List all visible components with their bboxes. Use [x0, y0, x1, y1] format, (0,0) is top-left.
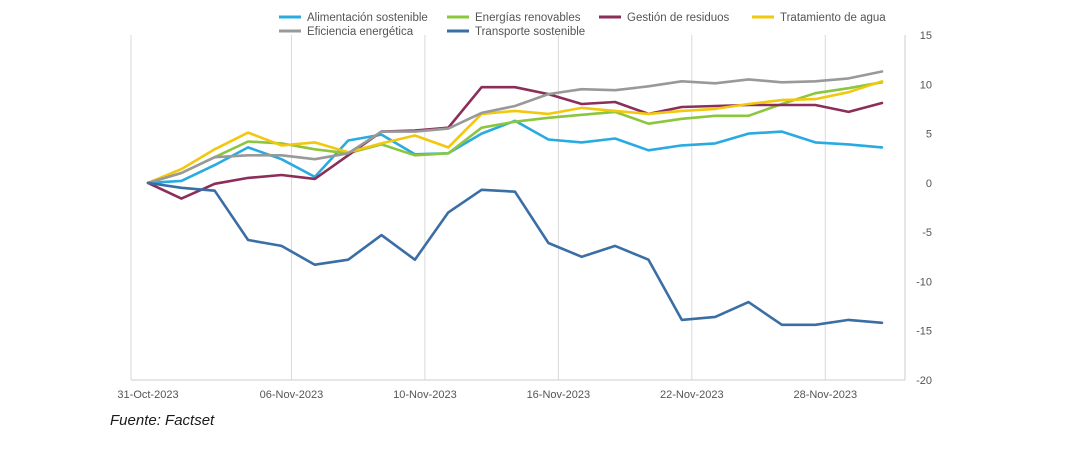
legend: Alimentación sostenible Energías renovabl… [279, 12, 886, 38]
y-tick-label: 5 [926, 129, 932, 141]
x-tick-label: 16-Nov-2023 [527, 389, 591, 401]
series-lines [146, 70, 884, 327]
series-line-alimentacion-sostenible [146, 119, 884, 185]
legend-label: Alimentación sostenible [307, 12, 428, 24]
chart-axes [131, 35, 906, 381]
y-tick-label: 10 [920, 79, 932, 91]
line-chart: 15 10 5 0 -5 -10 -15 -20 31-Oct-2023 06-Nov-2023… [117, 12, 932, 401]
y-axis-tick-labels: 15 10 5 0 -5 -10 -15 -20 [916, 30, 932, 387]
series-line-energias-renovables [146, 81, 884, 185]
legend-label: Gestión de residuos [627, 12, 730, 24]
legend-label: Energías renovables [475, 12, 581, 24]
x-tick-label: 31-Oct-2023 [117, 389, 178, 401]
legend-label: Transporte sostenible [475, 26, 585, 38]
legend-label: Eficiencia energética [307, 26, 414, 38]
y-tick-label: 15 [920, 30, 932, 42]
y-tick-label: -5 [922, 227, 932, 239]
y-tick-label: -20 [916, 375, 932, 387]
series-line-transporte-sostenible [146, 181, 884, 327]
source-note: Fuente: Factset [110, 412, 215, 429]
series-line-gestion-de-residuos [146, 85, 884, 200]
x-tick-label: 22-Nov-2023 [660, 389, 724, 401]
x-axis-tick-labels: 31-Oct-2023 06-Nov-2023 10-Nov-2023 16-Nov-… [117, 389, 857, 401]
y-tick-label: 0 [926, 178, 932, 190]
series-line-eficiencia-energetica [146, 70, 884, 185]
y-tick-label: -10 [916, 276, 932, 288]
x-tick-label: 28-Nov-2023 [793, 389, 857, 401]
x-tick-label: 06-Nov-2023 [260, 389, 324, 401]
legend-label: Tratamiento de agua [780, 12, 886, 24]
y-tick-label: -15 [916, 326, 932, 338]
vertical-gridlines [130, 35, 826, 380]
x-tick-label: 10-Nov-2023 [393, 389, 457, 401]
series-line-tratamiento-de-agua [146, 80, 884, 185]
